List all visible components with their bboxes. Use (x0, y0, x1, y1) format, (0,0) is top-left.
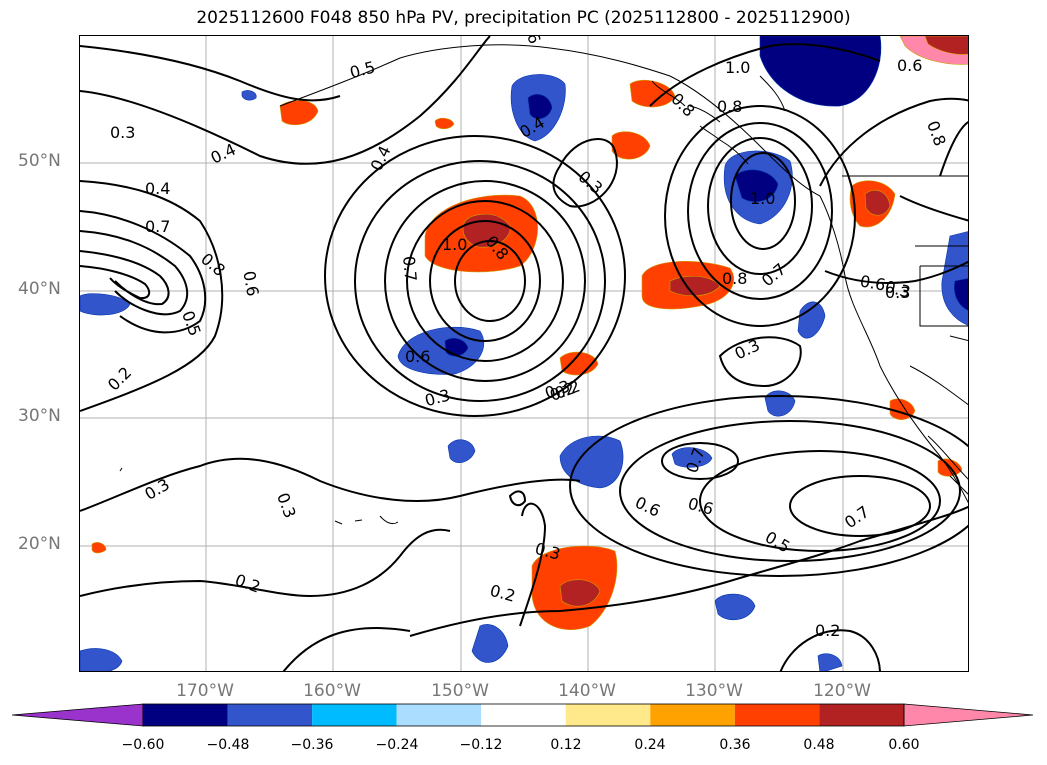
contour-label: 0.7 (145, 217, 170, 236)
colorbar-tick: −0.48 (206, 737, 250, 753)
contour-label: 0.7 (841, 502, 873, 532)
contour-label: 0.6 (897, 56, 922, 75)
lon-label-150w: 150°W (431, 681, 489, 701)
colorbar-extend-max (903, 703, 1034, 727)
contour-label: 1.0 (750, 189, 775, 208)
contour-label: 0.8 (197, 249, 229, 280)
colorbar-svg (11, 703, 1034, 727)
contour-label: 0.4 (145, 179, 170, 198)
contour-label: 1.0 (442, 235, 467, 254)
map-canvas: 0.3 0.4 0.4 0.7 0.8 0.6 0.5 0.4 0.7 1.0 … (80, 36, 968, 671)
contour-label: 0.6 (686, 494, 716, 519)
colorbar-segment (734, 704, 820, 726)
contour-label: 0.3 (141, 475, 173, 504)
contour-label: 0.6 (859, 271, 887, 294)
lon-label-120w: 120°W (813, 681, 871, 701)
contour-label: 0.3 (885, 283, 910, 302)
contour-label: 1.0 (725, 58, 750, 77)
lat-label-20n: 20°N (18, 534, 61, 554)
contour-label: 6 (523, 36, 544, 46)
contour-label: 0.8 (717, 97, 742, 116)
contour-label: 0.3 (273, 490, 300, 520)
colorbar-tick: 0.12 (550, 737, 582, 753)
contour-label: 0.8 (722, 269, 747, 288)
colorbar-outline (142, 703, 905, 727)
colorbar-tick: 0.24 (634, 737, 666, 753)
coastline-alaska (279, 44, 821, 197)
colorbar-tick: 0.60 (888, 737, 920, 753)
colorbar-segment (227, 704, 313, 726)
colorbar-tick: 0.36 (719, 737, 751, 753)
contour-label: 0.3 (732, 335, 763, 363)
colorbar-tick: −0.60 (121, 737, 165, 753)
colorbar-segment (481, 704, 566, 726)
colorbar-segment (650, 704, 735, 726)
contour-label: 0.3 (110, 123, 135, 142)
contour-label: 0.2 (233, 570, 263, 597)
colorbar-tick: −0.36 (290, 737, 334, 753)
contour-label: 0.3 (575, 167, 607, 198)
colorbar-tick: −0.12 (459, 737, 503, 753)
colorbar-segment (143, 704, 228, 726)
colorbar-tick: 0.48 (803, 737, 835, 753)
chart-title: 2025112600 F048 850 hPa PV, precipitatio… (196, 8, 851, 28)
colorbar-segment (565, 704, 651, 726)
lon-label-170w: 170°W (176, 681, 234, 701)
contour-label: 0.2 (488, 581, 518, 606)
contour-label: 0.2 (104, 363, 135, 394)
contour-label: 0.2 (815, 621, 840, 640)
contour-label: 0.5 (762, 527, 794, 556)
contour-label: 0.6 (632, 493, 663, 521)
colorbar-extend-min (11, 703, 144, 727)
pv-contours (80, 36, 968, 671)
contour-labels: 0.3 0.4 0.4 0.7 0.8 0.6 0.5 0.4 0.7 1.0 … (104, 36, 950, 640)
lon-label-160w: 160°W (303, 681, 361, 701)
contour-label: 0.5 (348, 57, 378, 82)
precip-negative-patches (80, 36, 968, 671)
lon-label-130w: 130°W (685, 681, 743, 701)
contour-label: 0.7 (399, 255, 420, 282)
graticule (80, 36, 968, 671)
pv-contour-0.3-north (80, 36, 491, 165)
precip-patch-northeast-dry (759, 36, 882, 107)
colorbar-segment (396, 704, 482, 726)
contour-label: 0.5 (178, 308, 205, 338)
contour-label: 0.7 (758, 259, 790, 290)
lon-label-140w: 140°W (558, 681, 616, 701)
lat-label-30n: 30°N (18, 406, 61, 426)
lat-label-40n: 40°N (18, 279, 61, 299)
colorbar-segment (312, 704, 397, 726)
colorbar-segment (819, 704, 904, 726)
contour-label: 0.6 (239, 269, 262, 297)
colorbar-tick: −0.24 (375, 737, 419, 753)
map-panel: 0.3 0.4 0.4 0.7 0.8 0.6 0.5 0.4 0.7 1.0 … (79, 35, 969, 672)
lat-label-50n: 50°N (18, 151, 61, 171)
colorbar (11, 703, 1034, 727)
contour-label: 0.6 (405, 347, 430, 366)
contour-label: 0.8 (923, 118, 950, 148)
